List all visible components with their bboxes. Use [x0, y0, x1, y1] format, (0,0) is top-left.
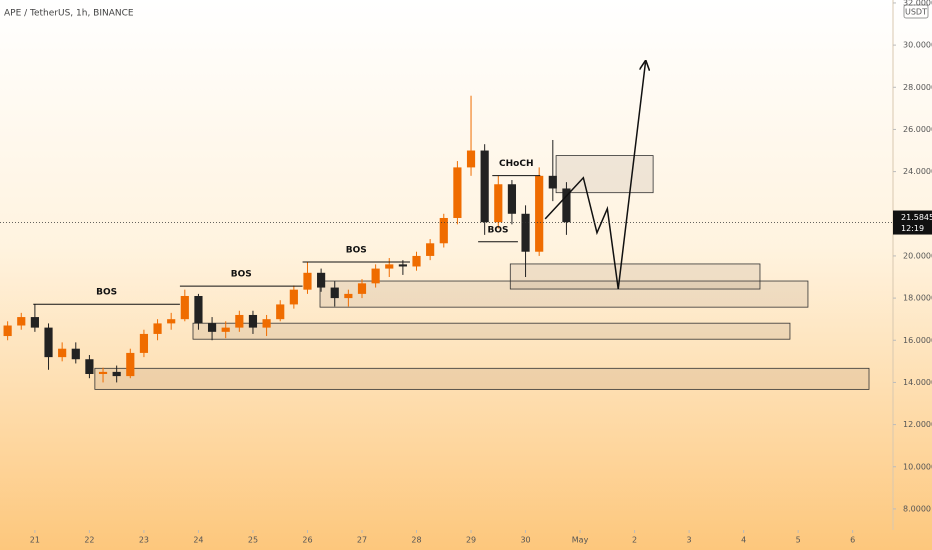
candle-body [44, 327, 53, 358]
zone [94, 367, 870, 390]
candle-body [194, 295, 203, 324]
x-tick-label: 28 [411, 536, 421, 545]
last-price-box [893, 210, 932, 235]
candle-body [112, 371, 121, 377]
candle-body [548, 175, 557, 189]
x-tick-label: 24 [193, 536, 203, 545]
candle-body [289, 289, 298, 305]
x-tick-label: 27 [357, 536, 367, 545]
structure-label: BOS [231, 270, 252, 280]
y-tick-label: 30.0000 [903, 41, 932, 50]
y-tick-label: 18.0000 [903, 294, 932, 303]
y-tick-label: 26.0000 [903, 125, 932, 134]
y-tick-label: 24.0000 [903, 167, 932, 176]
y-tick-label: 28.0000 [903, 83, 932, 92]
x-tick-label: 30 [520, 536, 530, 545]
candle-body [494, 184, 503, 223]
zone [192, 322, 791, 340]
candle-body [207, 323, 217, 332]
y-tick-label: 12.0000 [903, 420, 932, 429]
candle-body [248, 314, 258, 328]
x-tick-label: 29 [466, 536, 476, 545]
candle-body [221, 327, 230, 332]
structure-label: CHoCH [499, 159, 533, 169]
x-tick-label: 26 [302, 536, 312, 545]
candle-body [535, 175, 544, 252]
structure-label: BOS [96, 288, 117, 298]
y-tick-label: 32.0000 [903, 0, 932, 7]
structure-label: BOS [346, 246, 367, 256]
candle-body [276, 304, 285, 320]
candle-body [139, 333, 149, 353]
zone [509, 263, 761, 290]
candle-body [521, 213, 530, 252]
y-tick-label: 14.0000 [903, 378, 932, 387]
x-tick-label: 6 [850, 536, 855, 545]
x-tick-label: 23 [139, 536, 149, 545]
candle-body [98, 371, 108, 374]
candle-body [357, 283, 367, 294]
candle-body [167, 319, 176, 324]
zone [319, 280, 809, 308]
candle-body [303, 272, 312, 290]
y-tick-label: 8.0000 [903, 504, 931, 513]
candle-body [466, 150, 476, 168]
y-tick-label: 16.0000 [903, 336, 932, 345]
zone [555, 155, 654, 194]
candle-body [344, 293, 353, 299]
candle-body [371, 268, 380, 284]
candle-body [3, 325, 12, 337]
candle-body [71, 348, 80, 360]
candle-body [85, 359, 94, 374]
x-tick-label: 4 [741, 536, 746, 545]
candle-body [412, 255, 421, 267]
candle-body [385, 264, 394, 269]
x-tick-label: 21 [30, 536, 40, 545]
x-tick-label: 2 [632, 536, 637, 545]
structure-label: BOS [488, 225, 509, 235]
candle-body [562, 188, 571, 223]
chart-title: APE / TetherUS, 1h, BINANCE [4, 9, 134, 19]
candle-body [235, 314, 244, 328]
candle-body [426, 243, 435, 256]
y-tick-label: 20.0000 [903, 251, 932, 260]
currency: USDT [905, 8, 927, 17]
x-tick-label: 3 [687, 536, 692, 545]
currency-box [903, 4, 929, 19]
candle-body [262, 319, 271, 328]
candle-body [398, 264, 407, 267]
candle-body [30, 317, 39, 328]
last-price-label: 21.5845 [901, 213, 932, 222]
candle-body [153, 323, 162, 334]
candle-body [180, 295, 189, 320]
candle-body [480, 150, 489, 223]
x-tick-label: May [572, 536, 589, 545]
candle-body [330, 287, 339, 299]
candle-body [17, 317, 26, 326]
candle-body [317, 272, 326, 288]
x-tick-label: 5 [796, 536, 801, 545]
y-tick-label: 10.0000 [903, 462, 932, 471]
candle-body [507, 184, 517, 214]
candle-body [453, 167, 462, 218]
candle-body [58, 348, 67, 358]
x-tick-label: 22 [84, 536, 94, 545]
candle-body [439, 217, 448, 244]
candle-body [126, 352, 135, 377]
projection-path [544, 62, 645, 290]
countdown: 12:19 [901, 224, 924, 233]
x-tick-label: 25 [248, 536, 258, 545]
